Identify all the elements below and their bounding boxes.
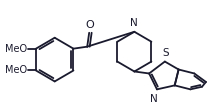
Text: MeO: MeO — [5, 44, 27, 54]
Text: N: N — [150, 94, 158, 104]
Text: O: O — [86, 20, 95, 30]
Text: MeO: MeO — [5, 65, 27, 76]
Text: S: S — [163, 48, 169, 58]
Text: N: N — [131, 18, 138, 28]
